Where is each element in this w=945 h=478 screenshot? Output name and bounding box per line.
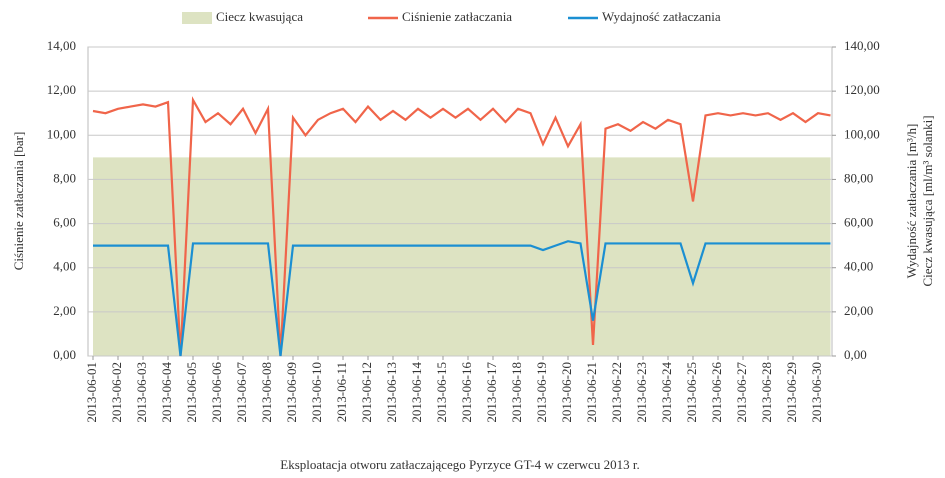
y2-tick-label: 20,00 xyxy=(844,303,873,318)
x-tick-label: 2013-06-24 xyxy=(659,362,674,423)
x-tick-label: 2013-06-29 xyxy=(784,362,799,423)
x-tick-label: 2013-06-20 xyxy=(559,362,574,423)
x-tick-label: 2013-06-15 xyxy=(434,362,449,423)
y2-tick-label: 60,00 xyxy=(844,215,873,230)
x-tick-label: 2013-06-17 xyxy=(484,362,499,423)
y2-tick-label: 0,00 xyxy=(844,347,867,362)
y2-tick-label: 80,00 xyxy=(844,170,873,185)
x-tick-label: 2013-06-03 xyxy=(134,362,149,423)
y2-tick-label: 40,00 xyxy=(844,259,873,274)
x-tick-label: 2013-06-09 xyxy=(284,362,299,423)
x-tick-label: 2013-06-25 xyxy=(684,362,699,423)
line xyxy=(92,96,831,357)
x-tick-label: 2013-06-12 xyxy=(359,362,374,423)
x-tick-label: 2013-06-22 xyxy=(609,362,624,423)
y2-tick-label: 120,00 xyxy=(844,82,880,97)
legend-label: Ciecz kwasująca xyxy=(216,9,303,24)
x-axis-title: Eksploatacja otworu zatłaczającego Pyrzy… xyxy=(280,457,639,472)
x-tick-label: 2013-06-18 xyxy=(509,362,524,423)
x-tick-label: 2013-06-13 xyxy=(384,362,399,423)
x-tick-label: 2013-06-23 xyxy=(634,362,649,423)
y-tick-label: 2,00 xyxy=(53,303,76,318)
x-tick-label: 2013-06-01 xyxy=(84,362,99,423)
line xyxy=(93,240,831,357)
y2-tick-label: 100,00 xyxy=(844,126,880,141)
x-tick-label: 2013-06-28 xyxy=(759,362,774,423)
legend-swatch xyxy=(182,12,212,24)
x-tick-label: 2013-06-26 xyxy=(709,362,724,423)
x-tick-label: 2013-06-02 xyxy=(109,362,124,423)
x-tick-label: 2013-06-05 xyxy=(184,362,199,423)
y2-axis-title: Ciecz kwasująca [ml/m³ solanki] xyxy=(920,115,935,286)
y-tick-label: 10,00 xyxy=(47,126,76,141)
x-tick-label: 2013-06-11 xyxy=(334,362,349,422)
x-tick-label: 2013-06-19 xyxy=(534,362,549,423)
y-tick-label: 6,00 xyxy=(53,215,76,230)
x-tick-label: 2013-06-30 xyxy=(809,362,824,423)
x-tick-label: 2013-06-27 xyxy=(734,362,749,423)
y2-axis-title: Wydajność zatłaczania [m³/h] xyxy=(904,124,919,279)
x-tick-label: 2013-06-14 xyxy=(409,362,424,423)
x-tick-label: 2013-06-21 xyxy=(584,362,599,423)
x-tick-label: 2013-06-06 xyxy=(209,362,224,423)
y-axis-title: Ciśnienie zatłaczania [bar] xyxy=(11,132,26,271)
y2-tick-label: 140,00 xyxy=(844,38,880,53)
y-tick-label: 12,00 xyxy=(47,82,76,97)
x-tick-label: 2013-06-07 xyxy=(234,362,249,423)
legend-label: Ciśnienie zatłaczania xyxy=(402,9,512,24)
x-tick-label: 2013-06-04 xyxy=(159,362,174,423)
y-tick-label: 4,00 xyxy=(53,259,76,274)
x-tick-label: 2013-06-08 xyxy=(259,362,274,423)
x-tick-label: 2013-06-16 xyxy=(459,362,474,423)
y-tick-label: 8,00 xyxy=(53,170,76,185)
y-tick-label: 0,00 xyxy=(53,347,76,362)
area xyxy=(93,157,831,356)
x-tick-label: 2013-06-10 xyxy=(309,362,324,423)
y-tick-label: 14,00 xyxy=(47,38,76,53)
legend-label: Wydajność zatłaczania xyxy=(602,9,721,24)
